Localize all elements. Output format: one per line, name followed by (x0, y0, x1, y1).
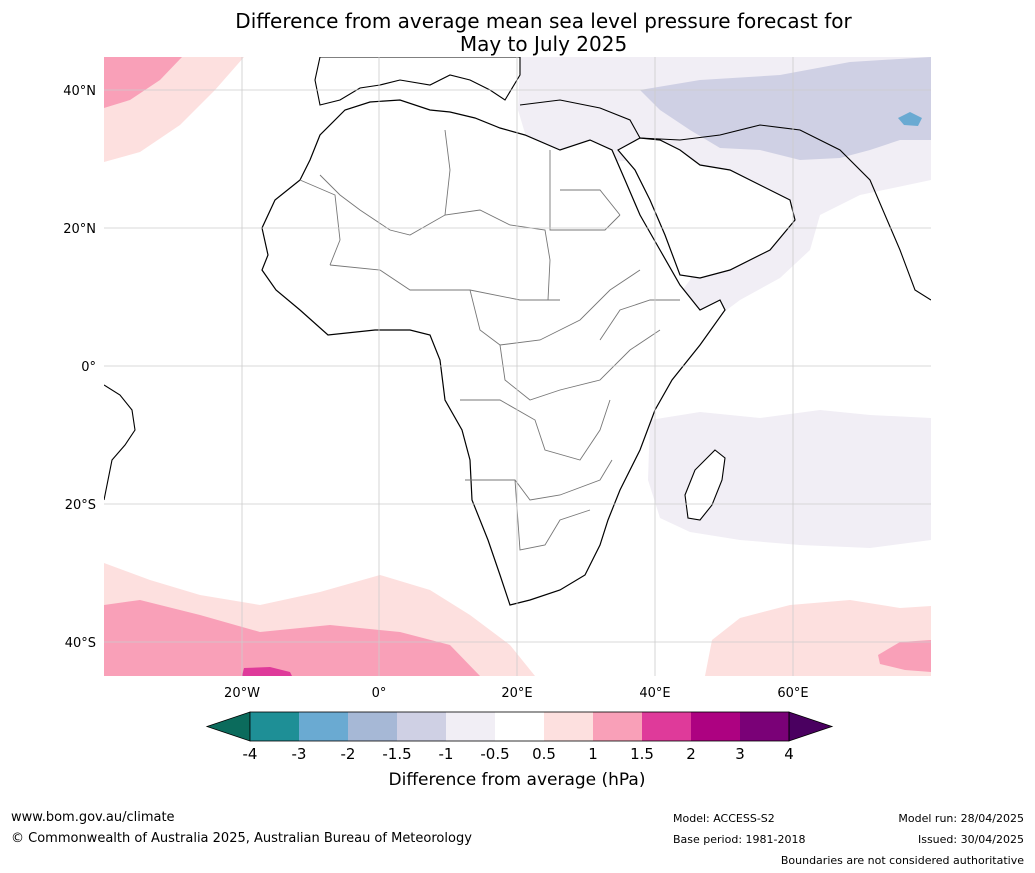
colorbar-title: Difference from average (hPa) (389, 770, 646, 790)
model-name: Model: ACCESS-S2 (673, 812, 775, 825)
anomaly-south-magenta (242, 667, 292, 676)
colorbar-bin (446, 712, 495, 741)
colorbar-bin (691, 712, 740, 741)
lon-label-0: 0° (372, 686, 387, 701)
anomaly-se-light-pink (705, 600, 931, 676)
copyright-text: © Commonwealth of Australia 2025, Austra… (11, 831, 472, 846)
latitude-labels: 40°N 20°N 0° 20°S 40°S (63, 84, 96, 651)
colorbar-tick-label: 0.5 (532, 745, 556, 763)
model-run-date: Model run: 28/04/2025 (898, 812, 1024, 825)
anomaly-se-pink (878, 640, 931, 672)
colorbar-extend-max (788, 711, 834, 742)
colorbar-extend-min (205, 711, 251, 742)
colorbar-tick-label: -1 (439, 745, 454, 763)
colorbar-tick-label: -2 (341, 745, 356, 763)
colorbar-tick-label: 4 (784, 745, 794, 763)
anomaly-ne-light-blue (640, 57, 931, 160)
title-line-1: Difference from average mean sea level p… (235, 9, 852, 33)
colorbar-bin (593, 712, 642, 741)
colorbar-bin (544, 712, 593, 741)
issued-date: Issued: 30/04/2025 (917, 833, 1024, 846)
colorbar-tick-labels: -4 -3 -2 -1.5 -1 -0.5 0.5 1 1.5 2 3 4 (243, 745, 794, 763)
lat-label-20s: 20°S (65, 498, 96, 513)
lat-label-40n: 40°N (63, 84, 96, 99)
country-borders (299, 129, 680, 551)
colorbar-outline (249, 711, 790, 742)
website-link[interactable]: www.bom.gov.au/climate (11, 810, 175, 825)
lat-label-equator: 0° (81, 360, 96, 375)
colorbar-tick-label: 1 (588, 745, 598, 763)
colorbar (205, 711, 834, 742)
colorbar-bin (299, 712, 348, 741)
colorbar-tick-label: 3 (735, 745, 745, 763)
base-period: Base period: 1981-2018 (673, 833, 806, 846)
anomaly-south-pink (104, 600, 480, 676)
colorbar-tick-label: -4 (243, 745, 258, 763)
lon-label-20e: 20°E (501, 686, 532, 701)
anomaly-ne-blue (898, 112, 922, 126)
lat-label-40s: 40°S (65, 636, 96, 651)
arabia-landmass (617, 137, 796, 279)
madagascar-island (684, 449, 726, 521)
colorbar-tick-label: 2 (686, 745, 696, 763)
lon-label-40e: 40°E (639, 686, 670, 701)
anomaly-se-lavender (648, 410, 931, 548)
colorbar-bin (740, 712, 789, 741)
colorbar-bin (250, 712, 299, 741)
longitude-labels: 20°W 0° 20°E 40°E 60°E (224, 686, 809, 701)
colorbar-bin (495, 712, 544, 741)
lat-label-20n: 20°N (63, 222, 96, 237)
lon-label-60e: 60°E (777, 686, 808, 701)
title-line-2: May to July 2025 (459, 32, 628, 56)
colorbar-bin (348, 712, 397, 741)
anomaly-nw-pink (104, 57, 182, 108)
colorbar-tick-label: 1.5 (630, 745, 654, 763)
boundaries-disclaimer: Boundaries are not considered authoritat… (780, 854, 1024, 867)
map-title: Difference from average mean sea level p… (0, 10, 1035, 56)
lon-label-20w: 20°W (224, 686, 260, 701)
colorbar-bin (397, 712, 446, 741)
middle-east-asia-landmass (519, 99, 931, 301)
colorbar-tick-label: -0.5 (480, 745, 509, 763)
graticule (104, 57, 931, 676)
south-america-coast (104, 384, 136, 501)
colorbar-tick-label: -3 (292, 745, 307, 763)
europe-landmass (314, 57, 521, 106)
colorbar-bin (642, 712, 691, 741)
colorbar-tick-label: -1.5 (382, 745, 411, 763)
map-area (104, 57, 931, 676)
